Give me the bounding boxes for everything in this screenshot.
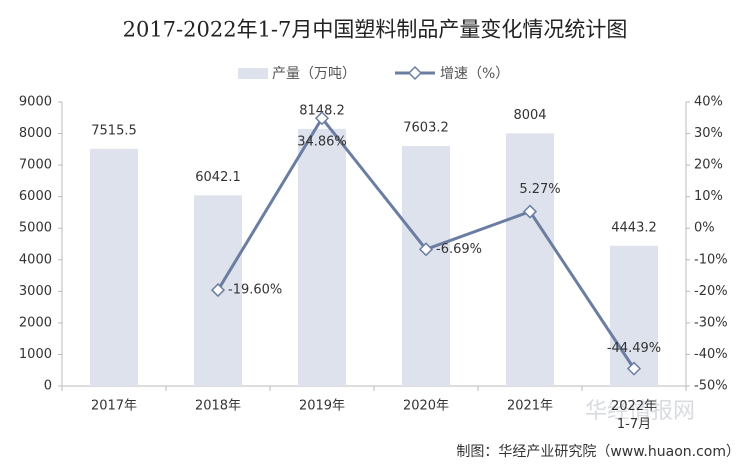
bar-value-label: 4443.2 (611, 220, 657, 235)
y-tick-label: 6000 (19, 189, 52, 204)
y-tick-label: 0 (44, 379, 52, 394)
legend-swatch (238, 68, 268, 79)
y2-tick-label: -10% (694, 252, 728, 267)
legend-label: 产量（万吨） (272, 66, 356, 82)
legend-label: 增速（%） (440, 66, 509, 82)
bar-value-label: 8004 (513, 108, 546, 123)
source-note: 制图：华经产业研究院（www.huaon.com） (456, 444, 740, 460)
line-value-label: 5.27% (519, 182, 560, 197)
bar-value-label: 7515.5 (91, 123, 137, 138)
y-tick-label: 9000 (19, 95, 52, 110)
watermark: 华经情报网 (585, 399, 695, 424)
y2-tick-label: -50% (694, 379, 728, 394)
y-tick-label: 1000 (19, 347, 52, 362)
bar (298, 128, 346, 386)
bar (90, 148, 138, 386)
bar (506, 133, 554, 386)
y2-tick-label: 10% (694, 189, 723, 204)
line-value-label: -44.49% (607, 341, 661, 356)
line-point (314, 111, 330, 126)
y-tick-label: 7000 (19, 158, 52, 173)
y-tick-label: 8000 (19, 126, 52, 141)
line-value-label: -6.69% (436, 242, 482, 257)
line-value-label: 34.86% (297, 135, 347, 150)
y-tick-label: 3000 (19, 284, 52, 299)
y2-tick-label: 0% (694, 221, 715, 236)
y2-tick-label: 20% (694, 158, 723, 173)
bar-value-label: 8148.2 (299, 103, 345, 118)
line-point (418, 242, 434, 257)
line-point (210, 283, 226, 298)
y2-tick-label: 40% (694, 95, 723, 110)
x-tick-label: 2019年 (299, 399, 345, 414)
y-tick-label: 5000 (19, 221, 52, 236)
line-point (626, 361, 642, 376)
y2-tick-label: 30% (694, 126, 723, 141)
bar-value-label: 7603.2 (403, 121, 449, 136)
y-tick-label: 4000 (19, 252, 52, 267)
legend-swatch (407, 65, 423, 81)
x-tick-label: 2020年 (403, 399, 449, 414)
x-tick-label: 2017年 (91, 399, 137, 414)
bar (402, 146, 450, 386)
x-tick-label: 2022年 1-7月 (611, 399, 657, 432)
line-point (522, 204, 538, 219)
y2-tick-label: -30% (694, 315, 728, 330)
x-tick-label: 2021年 (507, 399, 553, 414)
y-tick-label: 2000 (19, 315, 52, 330)
line-value-label: -19.60% (228, 283, 282, 298)
bar-value-label: 6042.1 (195, 170, 241, 185)
x-tick-label: 2018年 (195, 399, 241, 414)
y2-tick-label: -20% (694, 284, 728, 299)
y2-tick-label: -40% (694, 347, 728, 362)
chart-title: 2017-2022年1-7月中国塑料制品产量变化情况统计图 (123, 18, 628, 42)
